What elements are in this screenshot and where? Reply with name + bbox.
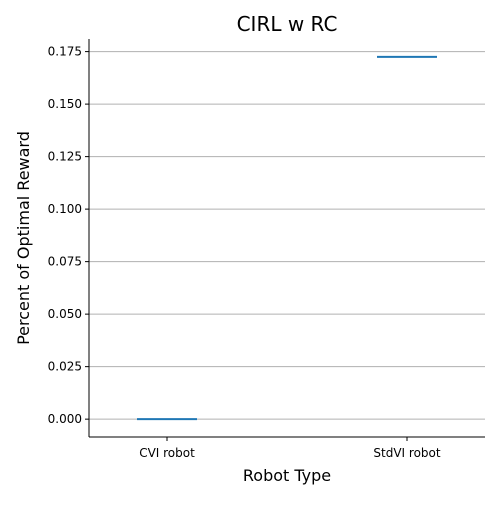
- y-tick-label: 0.175: [48, 45, 82, 59]
- y-tick-label: 0.125: [48, 150, 82, 164]
- x-axis-label: Robot Type: [243, 466, 331, 485]
- y-tick-label: 0.150: [48, 97, 82, 111]
- chart-title: CIRL w RC: [237, 12, 338, 36]
- y-tick-label: 0.050: [48, 307, 82, 321]
- grid-layer: [89, 51, 485, 420]
- x-tick-label: StdVI robot: [373, 446, 440, 460]
- x-tick-label: CVI robot: [139, 446, 195, 460]
- y-tick-label: 0.100: [48, 202, 82, 216]
- y-axis-label: Percent of Optimal Reward: [14, 131, 33, 345]
- y-ticks: 0.000 0.025 0.050 0.075 0.100 0.125 0.150 0.175: [48, 45, 89, 426]
- y-tick-label: 0.025: [48, 360, 82, 374]
- x-ticks: CVI robot StdVI robot: [139, 437, 441, 460]
- y-tick-label: 0.075: [48, 255, 82, 269]
- y-tick-label: 0.000: [48, 412, 82, 426]
- data-marks: [137, 55, 437, 421]
